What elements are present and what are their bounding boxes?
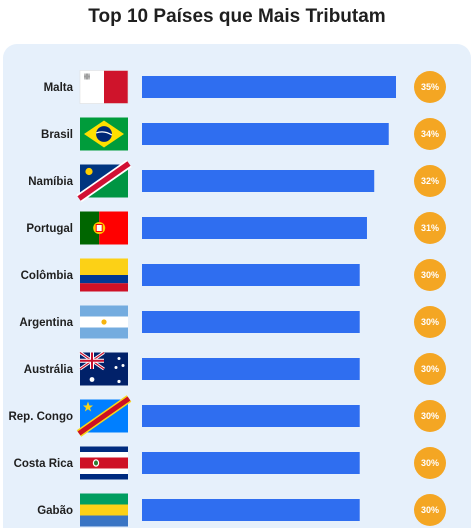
value-label: 30% [421, 317, 439, 327]
portugal-flag-icon [80, 211, 128, 245]
bar [142, 405, 360, 427]
value-label: 30% [421, 458, 439, 468]
value-badge [414, 447, 446, 479]
gabon-flag-icon [80, 493, 128, 527]
bar [142, 217, 367, 239]
malta-flag-icon [79, 70, 129, 104]
value-label: 32% [421, 176, 439, 186]
value-badge [414, 400, 446, 432]
chart-title: Top 10 Países que Mais Tributam [88, 6, 386, 27]
value-badge [414, 165, 446, 197]
bar [142, 311, 360, 333]
value-badge [414, 71, 446, 103]
bar [142, 499, 360, 521]
value-badge [414, 494, 446, 526]
value-label: 30% [421, 270, 439, 280]
country-label: Costa Rica [14, 458, 74, 470]
value-badge [414, 353, 446, 385]
country-label: Rep. Congo [8, 411, 73, 423]
costa-rica-flag-icon [80, 446, 128, 480]
bar [142, 452, 360, 474]
australia-flag-icon [79, 351, 128, 386]
bar [142, 264, 360, 286]
value-badge [414, 212, 446, 244]
bar [142, 358, 360, 380]
value-badge [414, 306, 446, 338]
value-badge [414, 259, 446, 291]
congo-flag-icon [76, 395, 132, 437]
value-label: 34% [421, 129, 439, 139]
country-label: Portugal [26, 223, 73, 235]
country-label: Austrália [24, 364, 74, 376]
brazil-flag-icon [80, 117, 128, 151]
country-label: Brasil [41, 129, 73, 141]
namibia-flag-icon [76, 159, 132, 203]
country-label: Argentina [19, 317, 73, 329]
value-label: 30% [421, 505, 439, 515]
bar [142, 76, 396, 98]
argentina-flag-icon [80, 305, 128, 339]
country-label: Gabão [37, 505, 73, 517]
value-label: 31% [421, 223, 439, 233]
value-badge [414, 118, 446, 150]
country-label: Colômbia [21, 270, 74, 282]
bar [142, 170, 375, 192]
value-label: 30% [421, 364, 439, 374]
value-label: 35% [421, 82, 439, 92]
colombia-flag-icon [80, 258, 128, 292]
bar [142, 123, 389, 145]
country-label: Malta [44, 82, 74, 94]
value-label: 30% [421, 411, 439, 421]
country-label: Namíbia [28, 176, 73, 188]
